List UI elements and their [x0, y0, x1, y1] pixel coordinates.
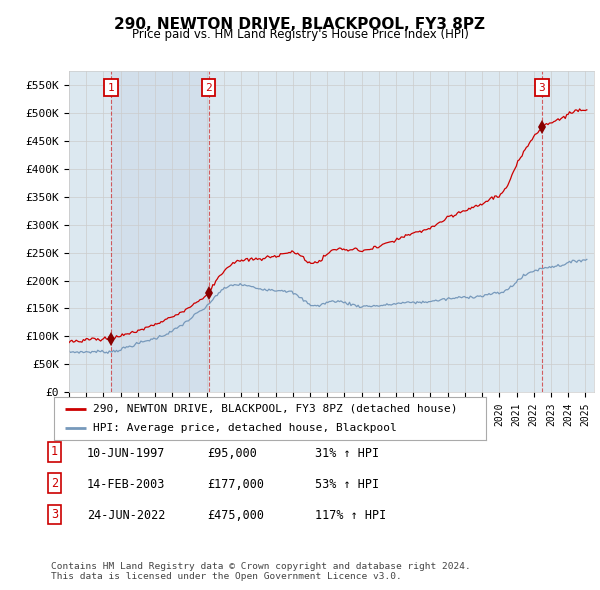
- Text: HPI: Average price, detached house, Blackpool: HPI: Average price, detached house, Blac…: [93, 422, 397, 432]
- Text: 3: 3: [539, 83, 545, 93]
- Text: 53% ↑ HPI: 53% ↑ HPI: [315, 478, 379, 491]
- Text: 117% ↑ HPI: 117% ↑ HPI: [315, 509, 386, 522]
- Text: 31% ↑ HPI: 31% ↑ HPI: [315, 447, 379, 460]
- Text: £475,000: £475,000: [207, 509, 264, 522]
- Text: 290, NEWTON DRIVE, BLACKPOOL, FY3 8PZ (detached house): 290, NEWTON DRIVE, BLACKPOOL, FY3 8PZ (d…: [93, 404, 457, 414]
- Text: Contains HM Land Registry data © Crown copyright and database right 2024.: Contains HM Land Registry data © Crown c…: [51, 562, 471, 571]
- Text: Price paid vs. HM Land Registry's House Price Index (HPI): Price paid vs. HM Land Registry's House …: [131, 28, 469, 41]
- Text: 3: 3: [51, 508, 58, 521]
- Text: 1: 1: [51, 445, 58, 458]
- Text: £95,000: £95,000: [207, 447, 257, 460]
- Text: £177,000: £177,000: [207, 478, 264, 491]
- Text: 2: 2: [51, 477, 58, 490]
- Text: This data is licensed under the Open Government Licence v3.0.: This data is licensed under the Open Gov…: [51, 572, 402, 581]
- Text: 14-FEB-2003: 14-FEB-2003: [87, 478, 166, 491]
- Text: 10-JUN-1997: 10-JUN-1997: [87, 447, 166, 460]
- Text: 290, NEWTON DRIVE, BLACKPOOL, FY3 8PZ: 290, NEWTON DRIVE, BLACKPOOL, FY3 8PZ: [115, 17, 485, 31]
- Text: 24-JUN-2022: 24-JUN-2022: [87, 509, 166, 522]
- Text: 2: 2: [205, 83, 212, 93]
- Bar: [111, 71, 209, 392]
- Text: 1: 1: [107, 83, 115, 93]
